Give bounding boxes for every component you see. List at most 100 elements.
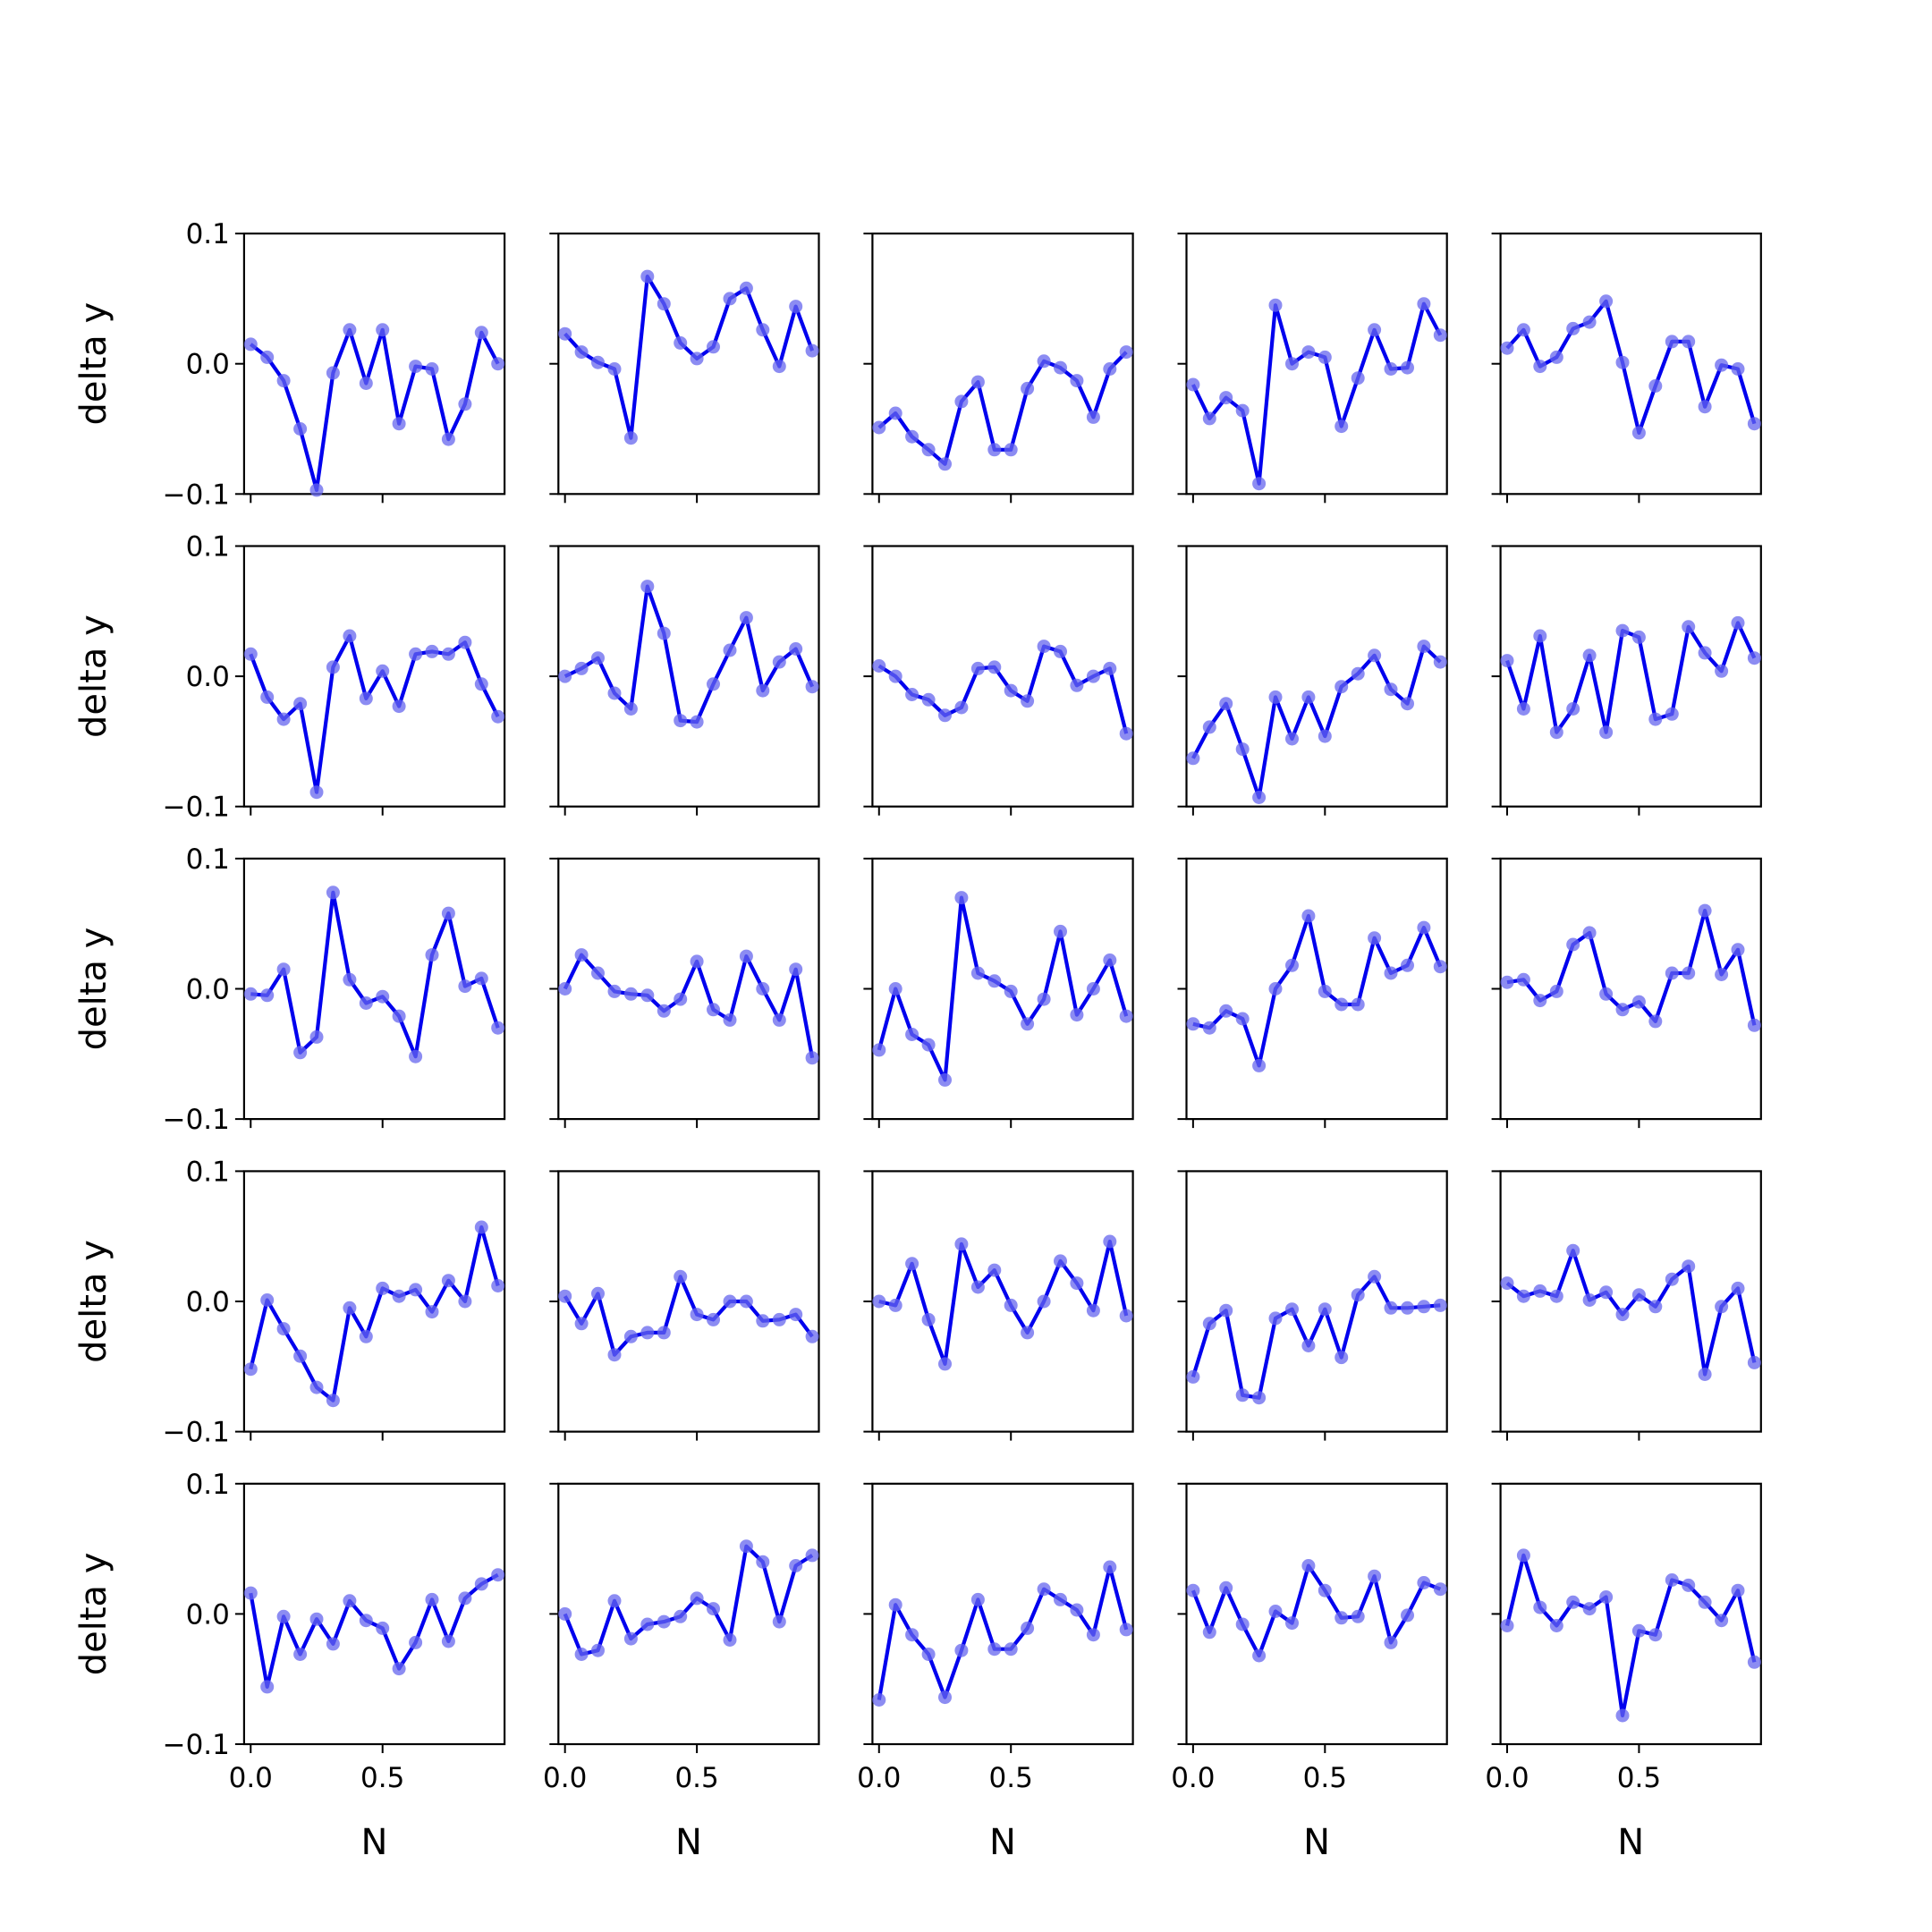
data-point — [1533, 629, 1547, 643]
series-line — [1504, 1553, 1757, 1718]
x-axis-label: N — [675, 1822, 702, 1863]
data-point — [1219, 1580, 1233, 1595]
data-point — [425, 644, 439, 658]
data-point — [1665, 1272, 1679, 1286]
y-axis-label: delta y — [73, 614, 114, 738]
data-point — [888, 406, 902, 420]
subplot-r1-c1: −0.1 0.0 0.1 delta y — [73, 218, 506, 511]
data-point — [1417, 297, 1431, 311]
series-line — [1191, 644, 1442, 800]
data-point — [1582, 315, 1597, 329]
data-point — [474, 1577, 488, 1591]
data-point — [558, 1606, 572, 1621]
data-point — [1384, 682, 1398, 697]
data-point — [243, 987, 258, 1001]
data-point — [1401, 697, 1414, 711]
data-point — [657, 1004, 671, 1018]
data-point — [293, 697, 308, 711]
data-point — [1301, 909, 1316, 923]
data-point — [1021, 381, 1035, 395]
data-point — [1285, 958, 1299, 972]
data-point — [1252, 1648, 1267, 1663]
data-point — [805, 680, 819, 694]
series-line — [250, 890, 500, 1059]
data-point — [739, 281, 753, 295]
data-point — [1715, 664, 1729, 678]
series-line — [564, 275, 815, 440]
data-point — [1533, 1284, 1547, 1298]
data-point — [1235, 1617, 1250, 1631]
data-point — [1351, 997, 1365, 1012]
data-point — [1054, 644, 1067, 658]
data-point — [1384, 1301, 1398, 1315]
subplot-r1-c2 — [549, 233, 820, 504]
data-point — [1335, 1351, 1349, 1365]
data-point — [1615, 1708, 1630, 1723]
data-point — [574, 345, 589, 360]
data-point — [690, 1591, 704, 1606]
data-point — [260, 1680, 275, 1694]
data-point — [441, 1634, 455, 1648]
data-point — [591, 966, 605, 980]
data-point — [1731, 615, 1745, 630]
data-point — [1268, 982, 1283, 996]
series-line — [249, 633, 500, 794]
data-point — [954, 1643, 969, 1657]
data-point — [276, 1609, 291, 1623]
data-point — [674, 335, 688, 350]
data-point — [1103, 362, 1117, 376]
data-point — [1631, 1288, 1646, 1302]
data-point — [1186, 1017, 1200, 1031]
x-tick-label: 0.0 — [543, 1762, 587, 1794]
subplot-r4-c3 — [863, 1170, 1134, 1441]
series-line — [563, 1544, 814, 1657]
data-point — [1648, 379, 1663, 393]
data-point — [1037, 992, 1051, 1006]
data-point — [1054, 1592, 1067, 1606]
data-point — [458, 635, 472, 649]
data-point — [954, 1237, 969, 1251]
data-point — [574, 661, 589, 675]
data-point — [707, 1602, 720, 1616]
data-point — [1252, 477, 1267, 491]
data-point — [905, 1628, 919, 1642]
data-point — [888, 1298, 902, 1312]
data-point — [623, 702, 638, 716]
data-point — [574, 1648, 589, 1661]
data-point — [425, 1305, 439, 1319]
x-axis-label: N — [1617, 1822, 1644, 1863]
data-point — [1202, 411, 1216, 426]
data-point — [1054, 1254, 1067, 1268]
subplot-r2-c5 — [1491, 545, 1762, 816]
data-point — [591, 1643, 605, 1657]
data-point — [1715, 1300, 1729, 1314]
data-point — [1582, 1602, 1597, 1616]
data-point — [1004, 683, 1018, 698]
data-point — [1549, 1619, 1563, 1632]
data-point — [1665, 335, 1679, 349]
data-point — [574, 1317, 589, 1331]
data-point — [276, 1322, 291, 1336]
data-point — [1235, 1388, 1250, 1402]
data-point — [739, 949, 753, 963]
data-point — [1202, 1625, 1216, 1640]
data-point — [309, 1380, 324, 1394]
data-point — [1301, 690, 1316, 704]
y-tick-label: 0.0 — [186, 974, 230, 1006]
data-point — [1433, 960, 1447, 974]
data-point — [987, 974, 1002, 988]
data-point — [1219, 1303, 1233, 1318]
data-point — [1433, 1298, 1447, 1312]
data-point — [376, 1281, 390, 1295]
series-line — [1191, 1275, 1441, 1400]
data-point — [1731, 943, 1745, 957]
data-point — [1582, 926, 1597, 940]
subplot-r5-c2: 0.0 0.5 N — [543, 1482, 820, 1863]
data-point — [1417, 1300, 1431, 1314]
data-point — [1665, 966, 1679, 980]
data-point — [1599, 987, 1614, 1001]
data-point — [623, 1329, 638, 1343]
data-point — [359, 1614, 373, 1628]
data-point — [409, 1635, 423, 1649]
